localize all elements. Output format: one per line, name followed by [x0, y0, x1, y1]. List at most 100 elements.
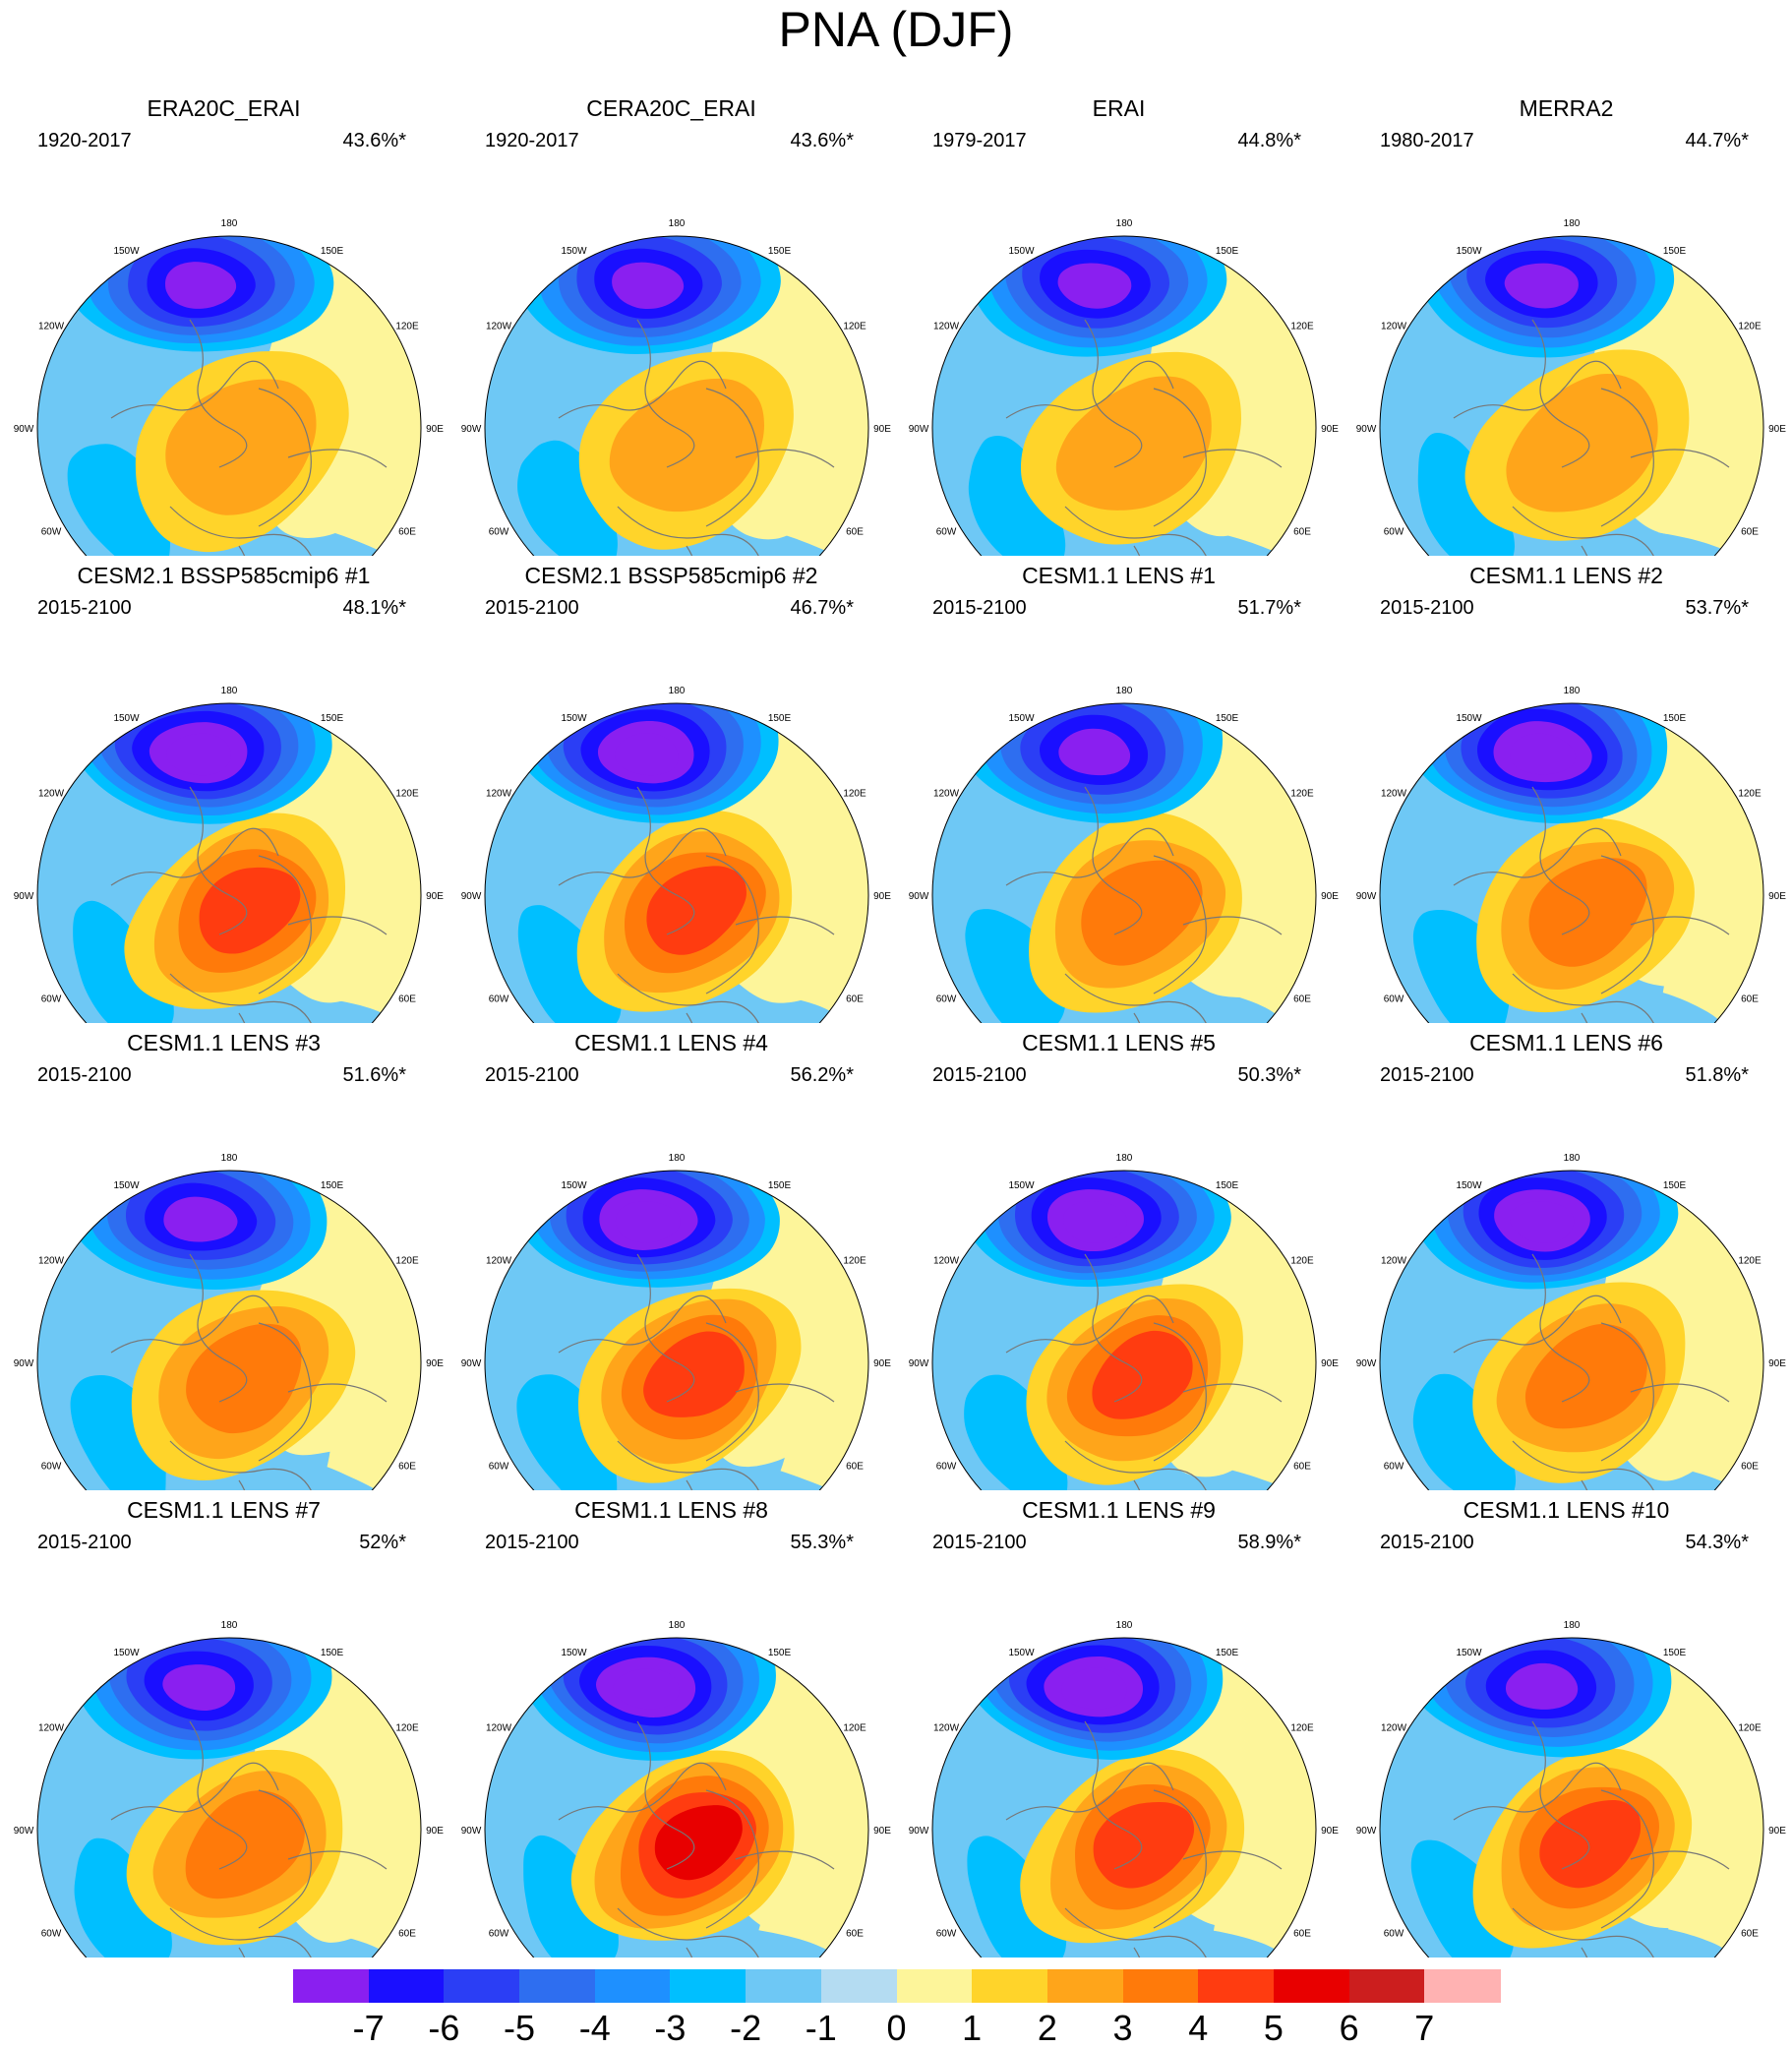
- panel-period: 2015-2100: [37, 1532, 132, 1553]
- longitude-label: 60W: [489, 994, 509, 1005]
- panel-title: CESM1.1 LENS #3: [127, 1030, 321, 1055]
- panel-title: ERA20C_ERAI: [147, 95, 301, 121]
- longitude-label: 180: [1116, 218, 1133, 229]
- map-panel: MERRA21980-201744.7%*030E60E90E120E150E1…: [1343, 93, 1790, 556]
- longitude-label: 150W: [1456, 1648, 1482, 1658]
- contour-neg-8: [1061, 1667, 1127, 1710]
- colorbar-swatch: [1046, 1969, 1124, 2003]
- panel-period: 2015-2100: [1380, 597, 1474, 619]
- panel-variance: 58.9%*: [1237, 1532, 1302, 1553]
- longitude-label: 180: [221, 1153, 238, 1164]
- panel-grid: ERA20C_ERAI1920-201743.6%*030E60E90E120E…: [14, 93, 1790, 1958]
- coastlines: [558, 1253, 835, 1490]
- coastlines: [110, 786, 388, 1023]
- longitude-label: 90E: [1768, 424, 1786, 435]
- panel-title: CESM2.1 BSSP585cmip6 #2: [524, 563, 818, 588]
- longitude-label: 120E: [843, 1256, 866, 1267]
- colorbar-swatch: [1122, 1969, 1199, 2003]
- longitude-label: 60E: [398, 1462, 416, 1473]
- longitude-label: 120W: [38, 1256, 65, 1267]
- polar-map: 030E60E90E120E150E180150W120W90W60W30W: [909, 1153, 1339, 1490]
- panel-title: CESM2.1 BSSP585cmip6 #1: [77, 563, 371, 588]
- longitude-label: 60W: [936, 994, 957, 1005]
- longitude-label: 150E: [321, 1648, 344, 1658]
- contour-neg-1: [1473, 1454, 1762, 1490]
- longitude-label: 120E: [395, 1723, 419, 1734]
- contour-pos-4: [1092, 1330, 1193, 1419]
- longitude-label: 60W: [1384, 1929, 1404, 1940]
- main-title: PNA (DJF): [778, 2, 1014, 57]
- longitude-label: 90W: [909, 1358, 929, 1369]
- contour-pos-3: [1524, 1323, 1647, 1429]
- panel-variance: 43.6%*: [342, 130, 407, 151]
- panel-period: 2015-2100: [485, 1064, 579, 1086]
- map-panel: CESM1.1 LENS #92015-210058.9%*030E60E90E…: [895, 1495, 1343, 1958]
- contour-pos-3: [186, 1323, 302, 1434]
- contour-neg-8: [1510, 733, 1577, 775]
- longitude-label: 120W: [486, 322, 512, 332]
- longitude-label: 90E: [1321, 424, 1339, 435]
- map-border: [1379, 1170, 1764, 1490]
- longitude-label: 150E: [321, 713, 344, 724]
- coastlines: [1005, 1253, 1283, 1490]
- colorbar-swatch: [746, 1969, 822, 2003]
- contour-neg-1: [563, 1922, 858, 1958]
- map-border: [1379, 235, 1764, 556]
- longitude-label: 120W: [933, 322, 960, 332]
- panel-title: CERA20C_ERAI: [586, 95, 756, 121]
- panel-variance: 56.2%*: [790, 1064, 855, 1086]
- longitude-label: 120W: [933, 789, 960, 800]
- coastlines: [558, 319, 835, 556]
- longitude-label: 120E: [395, 322, 419, 332]
- map-border: [931, 1637, 1317, 1958]
- longitude-label: 60W: [41, 994, 62, 1005]
- coastlines: [1453, 786, 1730, 1023]
- longitude-label: 90W: [461, 424, 482, 435]
- longitude-label: 60E: [1293, 994, 1311, 1005]
- panel-title: CESM1.1 LENS #2: [1469, 563, 1663, 588]
- polar-map: 030E60E90E120E150E180150W120W90W60W30W: [909, 1620, 1339, 1958]
- longitude-label: 150E: [1216, 1180, 1239, 1191]
- contour-pos-4: [1539, 1800, 1642, 1889]
- longitude-label: 150W: [113, 1180, 140, 1191]
- longitude-label: 180: [1116, 1620, 1133, 1631]
- longitude-label: 150W: [561, 1180, 587, 1191]
- longitude-label: 150E: [768, 1180, 792, 1191]
- contour-neg-2: [967, 1836, 1067, 1958]
- map-panel: CESM1.1 LENS #22015-210053.7%*030E60E90E…: [1343, 561, 1790, 1023]
- longitude-label: 90W: [461, 1358, 482, 1369]
- contour-neg-1: [1460, 519, 1762, 556]
- polar-map: 030E60E90E120E150E180150W120W90W60W30W: [1356, 218, 1786, 556]
- panel-title: MERRA2: [1519, 95, 1614, 121]
- panel-period: 2015-2100: [37, 597, 132, 619]
- map-border: [36, 1637, 422, 1958]
- contour-neg-7: [1057, 263, 1132, 309]
- panel-period: 2015-2100: [932, 597, 1027, 619]
- contour-pos-3: [185, 1790, 305, 1899]
- longitude-label: 180: [1564, 1153, 1581, 1164]
- longitude-label: 180: [669, 1153, 686, 1164]
- longitude-label: 150E: [768, 713, 792, 724]
- polar-map: 030E60E90E120E150E180150W120W90W60W30W: [14, 218, 444, 556]
- colorbar: [293, 1969, 1501, 2003]
- longitude-label: 60W: [936, 1929, 957, 1940]
- colorbar-swatch: [444, 1969, 520, 2003]
- panel-variance: 44.8%*: [1237, 130, 1302, 151]
- longitude-label: 120E: [1738, 1256, 1762, 1267]
- colorbar-swatch: [670, 1969, 747, 2003]
- panel-variance: 44.7%*: [1685, 130, 1750, 151]
- polar-map: 030E60E90E120E150E180150W120W90W60W30W: [14, 1620, 444, 1958]
- panel-variance: 51.7%*: [1237, 597, 1302, 619]
- longitude-label: 60E: [1741, 994, 1759, 1005]
- longitude-label: 90E: [873, 424, 891, 435]
- longitude-label: 60E: [846, 994, 864, 1005]
- contour-pos-2: [609, 378, 764, 512]
- longitude-label: 150E: [768, 1648, 792, 1658]
- longitude-label: 90W: [909, 1826, 929, 1837]
- polar-map: 030E60E90E120E150E180150W120W90W60W30W: [14, 686, 444, 1023]
- longitude-label: 90W: [909, 424, 929, 435]
- contour-neg-1: [1012, 986, 1298, 1023]
- map-border: [1379, 1637, 1764, 1958]
- map-panel: CERA20C_ERAI1920-201743.6%*030E60E90E120…: [448, 93, 895, 556]
- contour-neg-1: [559, 990, 859, 1023]
